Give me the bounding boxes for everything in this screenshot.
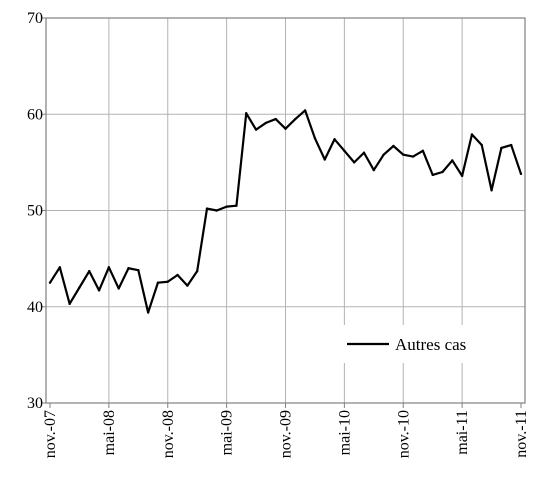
data-point (146, 311, 150, 314)
data-point (254, 128, 258, 131)
legend-label-autres-cas: Autres cas (395, 335, 466, 354)
series-layer (48, 109, 523, 314)
data-point (362, 151, 366, 154)
data-point (235, 204, 238, 207)
legend: Autres cas (336, 325, 496, 363)
y-tick-label-30: 30 (27, 395, 43, 412)
data-point (509, 143, 513, 147)
data-point (352, 161, 356, 164)
data-point (313, 137, 317, 140)
x-tick-label-1: mai-08 (101, 410, 118, 455)
y-axis: 30 40 50 60 70 (27, 10, 46, 412)
data-point (78, 286, 81, 289)
data-point (451, 159, 454, 162)
x-tick-label-5: mai-10 (336, 410, 353, 455)
data-point (441, 170, 444, 174)
data-point (137, 268, 140, 272)
data-point (186, 284, 189, 287)
data-point (500, 146, 503, 150)
data-point (215, 209, 219, 212)
y-tick-label-60: 60 (27, 106, 43, 123)
data-point (402, 153, 405, 156)
data-point (245, 112, 248, 115)
x-tick-label-2: nov.-08 (160, 410, 177, 458)
data-point (392, 144, 395, 148)
x-tick-label-4: nov.-09 (278, 410, 295, 458)
data-point (68, 302, 71, 306)
data-point (117, 287, 120, 290)
data-point (205, 207, 209, 210)
data-point (127, 267, 130, 270)
data-point (480, 143, 483, 147)
data-point (343, 149, 346, 153)
data-point (490, 189, 493, 192)
data-point (195, 269, 199, 273)
data-point (460, 174, 464, 178)
x-tick-label-7: mai-11 (454, 410, 471, 455)
data-point (303, 109, 307, 112)
data-point (323, 158, 326, 161)
data-point (284, 127, 287, 130)
data-point (411, 155, 415, 158)
data-point (176, 273, 179, 277)
data-point (48, 281, 52, 284)
y-tick-label-70: 70 (27, 10, 43, 27)
x-tick-label-6: nov.-10 (395, 410, 412, 458)
data-point (470, 133, 474, 136)
x-axis: nov.-07 mai-08 nov.-08 mai-09 nov.-09 mai-10 n… (42, 403, 530, 458)
data-point (264, 121, 268, 125)
data-point (97, 289, 101, 292)
data-point (333, 138, 336, 141)
data-point (372, 168, 376, 172)
data-point (431, 173, 434, 177)
x-tick-label-0: nov.-07 (42, 410, 59, 458)
data-point (225, 205, 228, 208)
data-point (519, 172, 523, 176)
x-tick-label-8: nov.-11 (513, 410, 530, 458)
y-tick-label-40: 40 (27, 299, 43, 316)
data-point (294, 117, 297, 121)
data-point (88, 269, 91, 273)
data-point (166, 280, 169, 283)
data-point (107, 266, 111, 269)
data-point (156, 281, 160, 284)
data-point (382, 153, 385, 156)
data-point (58, 266, 62, 269)
y-tick-label-50: 50 (27, 203, 43, 220)
x-tick-label-3: mai-09 (219, 410, 236, 455)
data-point (421, 149, 425, 153)
data-point (274, 117, 277, 121)
